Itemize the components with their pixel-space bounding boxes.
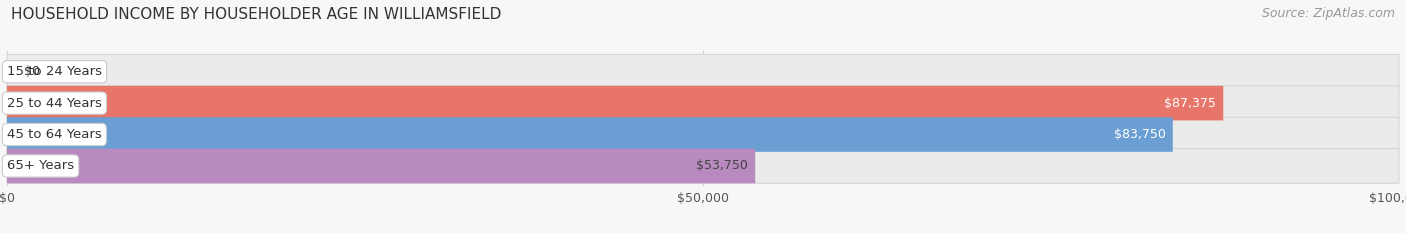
FancyBboxPatch shape — [7, 86, 1223, 120]
FancyBboxPatch shape — [7, 117, 1399, 152]
Text: Source: ZipAtlas.com: Source: ZipAtlas.com — [1261, 7, 1395, 20]
Text: $0: $0 — [24, 65, 39, 78]
FancyBboxPatch shape — [7, 54, 1399, 89]
Text: 45 to 64 Years: 45 to 64 Years — [7, 128, 101, 141]
FancyBboxPatch shape — [7, 86, 1399, 120]
FancyBboxPatch shape — [7, 149, 755, 183]
Text: 65+ Years: 65+ Years — [7, 159, 75, 172]
Text: 25 to 44 Years: 25 to 44 Years — [7, 97, 101, 110]
FancyBboxPatch shape — [7, 149, 1399, 183]
Text: HOUSEHOLD INCOME BY HOUSEHOLDER AGE IN WILLIAMSFIELD: HOUSEHOLD INCOME BY HOUSEHOLDER AGE IN W… — [11, 7, 502, 22]
FancyBboxPatch shape — [7, 117, 1173, 152]
Text: $83,750: $83,750 — [1114, 128, 1166, 141]
Text: 15 to 24 Years: 15 to 24 Years — [7, 65, 103, 78]
Text: $53,750: $53,750 — [696, 159, 748, 172]
Text: $87,375: $87,375 — [1164, 97, 1216, 110]
